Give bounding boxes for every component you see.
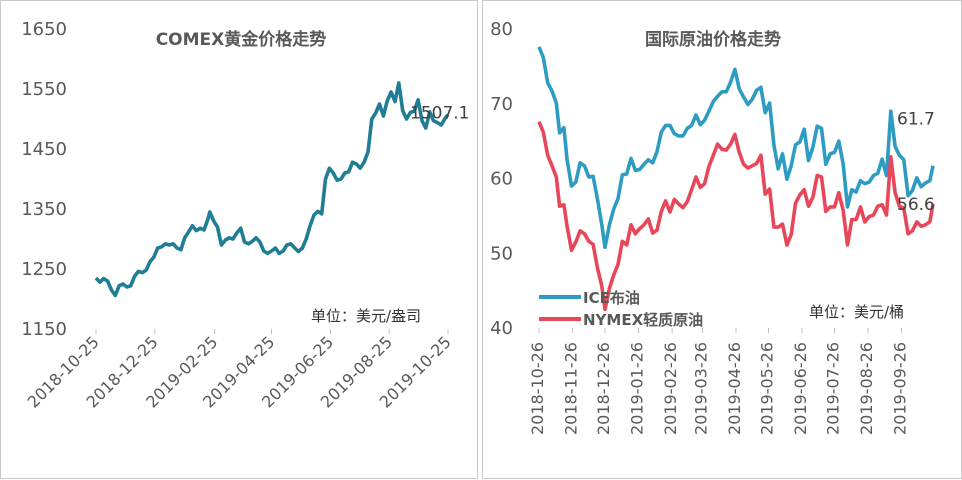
gold-chart-panel: COMEX黄金价格走势 1650 1550 1450 1350 1250 1150 201… [0, 0, 478, 479]
gold-chart-title: COMEX黄金价格走势 [156, 29, 327, 50]
gold-end-data-label: 1507.1 [410, 104, 469, 124]
y-tick-label: 1550 [21, 79, 67, 100]
nymex-wti-end-data-label: 56.6 [897, 195, 935, 215]
x-tick-label: 2019-01-26 [628, 342, 647, 435]
x-tick-label: 2019-09-26 [891, 342, 910, 435]
x-tick-label: 2018-11-26 [562, 342, 581, 435]
y-tick-label: 1350 [21, 199, 67, 220]
legend-label-ice-brent: ICE布油 [583, 289, 640, 307]
x-tick-label: 2019-06-26 [791, 342, 810, 435]
x-tick-label: 2018-12-26 [594, 342, 613, 435]
x-tick-label: 2019-04-26 [725, 342, 744, 435]
y-tick-label: 80 [490, 19, 513, 40]
x-tick-label: 2019-03-26 [691, 342, 710, 435]
ice-brent-end-data-label: 61.7 [897, 110, 935, 130]
oil-chart-title: 国际原油价格走势 [645, 29, 781, 50]
y-tick-label: 40 [490, 318, 513, 339]
y-tick-label: 50 [490, 243, 513, 264]
oil-legend: ICE布油 NYMEX轻质原油 [539, 289, 703, 329]
x-tick-label: 2019-08-26 [857, 342, 876, 435]
y-tick-label: 1650 [21, 19, 67, 40]
y-tick-label: 70 [490, 94, 513, 115]
y-tick-label: 60 [490, 169, 513, 190]
x-tick-label: 2018-10-26 [528, 342, 547, 435]
oil-unit-label: 单位：美元/桶 [809, 303, 904, 321]
legend-label-nymex-wti: NYMEX轻质原油 [583, 311, 703, 329]
series-line-0 [537, 46, 935, 250]
series-line-0 [94, 81, 450, 298]
x-tick-label: 2019-07-26 [824, 342, 843, 435]
oil-chart: 国际原油价格走势 80 70 60 50 40 2018-10-26 2018-11-26… [490, 19, 935, 435]
x-tick-label: 2019-05-26 [757, 342, 776, 435]
x-tick-label: 2019-02-26 [661, 342, 680, 435]
oil-chart-panel: 国际原油价格走势 80 70 60 50 40 2018-10-26 2018-11-26… [482, 0, 962, 479]
series-line-1 [537, 121, 935, 312]
gold-unit-label: 单位：美元/盎司 [311, 307, 421, 325]
y-tick-label: 1150 [21, 319, 67, 340]
y-tick-label: 1450 [21, 139, 67, 160]
y-tick-label: 1250 [21, 259, 67, 280]
